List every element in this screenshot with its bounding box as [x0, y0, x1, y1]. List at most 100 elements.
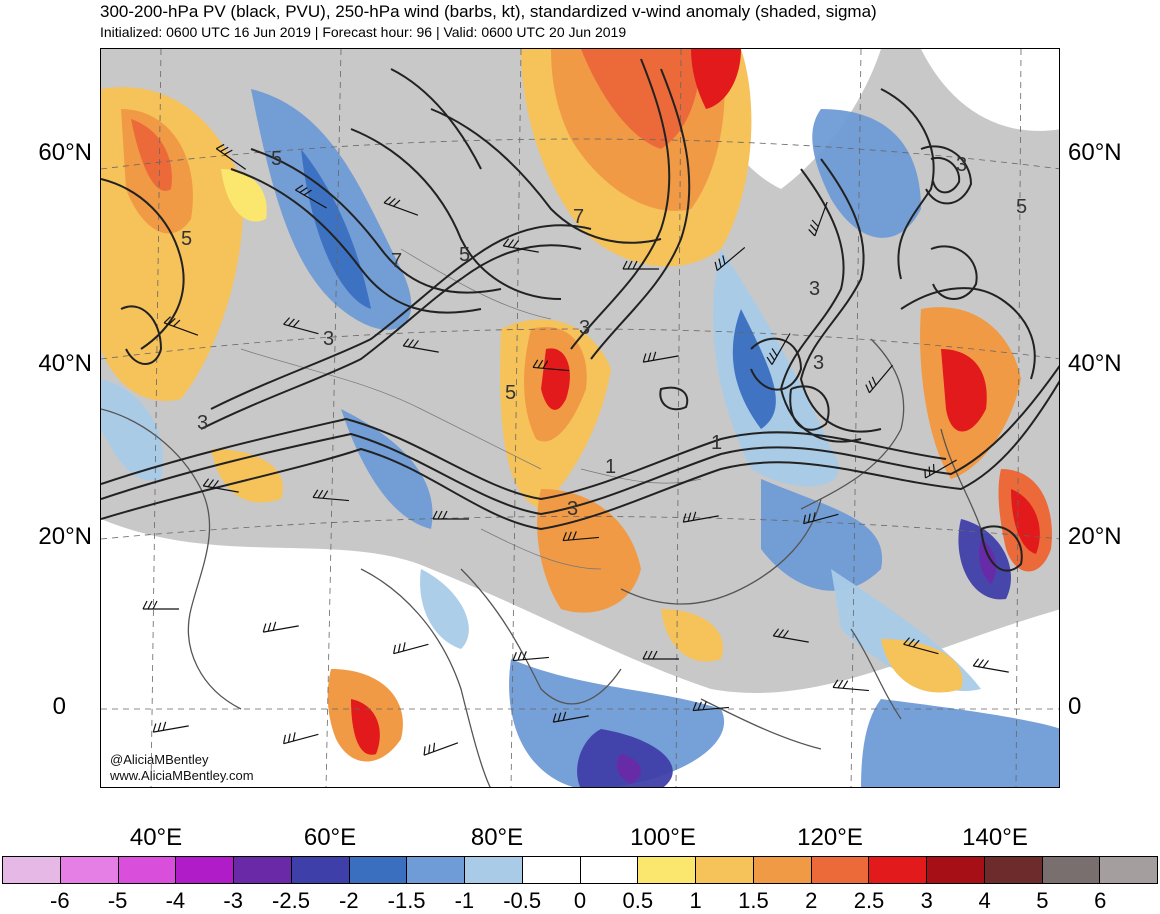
wind-barb	[393, 642, 429, 655]
contour-label: 1	[605, 456, 616, 478]
colorbar-label: 1.5	[738, 888, 769, 913]
credit: @AliciaMBentley www.AliciaMBentley.com	[110, 752, 254, 784]
colorbar-swatch	[291, 857, 350, 883]
wind-barb	[423, 742, 459, 756]
lat-label-right: 60°N	[1068, 139, 1122, 166]
contour-label: 3	[956, 154, 967, 176]
colorbar-swatch	[753, 857, 812, 883]
pv-contours	[101, 58, 1059, 572]
negative-anomaly-shading	[101, 89, 1059, 787]
weather-map: 5 7 5 3 5 7 3 3 3 5 3 3 1 1 3 5	[100, 48, 1060, 788]
lon-label: 60°E	[303, 824, 357, 851]
wind-barb	[642, 650, 679, 660]
wind-barb	[766, 333, 791, 365]
colorbar-swatch	[1100, 857, 1157, 883]
contour-label: 3	[813, 352, 824, 374]
lat-label-right: 40°N	[1068, 350, 1122, 377]
lon-label: 140°E	[962, 824, 1028, 851]
neutral-region	[921, 49, 1059, 131]
wind-barb	[383, 196, 419, 216]
colorbar-swatch	[927, 857, 985, 883]
wind-barb	[865, 364, 894, 394]
colorbar-swatch	[522, 857, 581, 883]
colorbar-label: -6	[50, 888, 70, 913]
contour-label: 3	[197, 412, 208, 434]
colorbar-label: -2	[339, 888, 359, 913]
wind-barb	[552, 711, 589, 723]
coastlines	[101, 338, 982, 787]
colorbar-swatch	[580, 857, 639, 883]
chart-subtitle: Initialized: 0600 UTC 16 Jun 2019 | Fore…	[100, 24, 627, 40]
colorbar-label: -1.5	[387, 888, 426, 913]
wind-barb	[924, 459, 957, 479]
wind-barb	[803, 512, 839, 525]
wind-barb	[903, 637, 939, 655]
wind-barb	[622, 260, 659, 270]
wind-barb	[714, 246, 746, 272]
wind-barb	[283, 317, 319, 335]
colorbar-label: -4	[165, 888, 186, 913]
lat-label-right: 20°N	[1068, 523, 1122, 550]
colorbar-label: 0.5	[622, 888, 654, 913]
colorbar-swatch	[407, 857, 465, 883]
colorbar-label: 1	[689, 888, 702, 913]
colorbar	[2, 856, 1158, 884]
wind-barb	[142, 600, 179, 610]
contour-label: 5	[271, 148, 282, 170]
colorbar-swatch	[638, 857, 696, 883]
wind-barb	[283, 732, 319, 745]
wind-barb	[262, 621, 299, 633]
lat-label-left: 60°N	[38, 139, 92, 166]
wind-barb	[163, 316, 199, 336]
chart-title: 300-200-hPa PV (black, PVU), 250-hPa win…	[100, 2, 877, 21]
lon-label: 80°E	[470, 824, 524, 851]
lat-label-left: 20°N	[38, 523, 92, 550]
contour-label: 7	[573, 206, 584, 228]
colorbar-label: -3	[223, 888, 243, 913]
colorbar-swatch	[118, 857, 177, 883]
contour-label: 5	[459, 244, 470, 266]
colorbar-label: 0	[573, 888, 587, 913]
wind-barb	[215, 143, 247, 170]
wind-barb	[502, 238, 539, 253]
colorbar-swatch	[60, 857, 119, 883]
colorbar-label: 4	[978, 888, 991, 913]
lon-label: 100°E	[630, 824, 696, 851]
colorbar-swatch	[869, 857, 927, 883]
pv-contour-labels: 5 7 5 3 5 7 3 3 3 5 3 3 1 1 3 5	[181, 148, 1027, 520]
colorbar-swatch	[176, 857, 234, 883]
contour-label: 7	[391, 250, 402, 272]
lon-label: 40°E	[129, 824, 183, 851]
wind-barb	[682, 511, 719, 523]
wind-barb	[512, 651, 549, 662]
wind-barb	[312, 489, 349, 502]
lat-label-left: 40°N	[38, 350, 92, 377]
colorbar-label: -0.5	[503, 888, 542, 913]
contour-label: 5	[1016, 196, 1027, 218]
colorbar-swatch	[811, 857, 870, 883]
colorbar-label: 2	[805, 888, 818, 913]
colorbar-label: -2.5	[272, 888, 310, 913]
contour-label: 3	[579, 317, 590, 339]
contour-label: 3	[323, 328, 334, 350]
colorbar-label: 3	[920, 888, 933, 913]
colorbar-swatch	[465, 857, 523, 883]
contour-label: 5	[181, 228, 192, 250]
wind-barb	[642, 351, 679, 363]
wind-barb	[432, 510, 469, 520]
contour-label: 1	[711, 432, 722, 454]
colorbar-label: 5	[1036, 888, 1049, 913]
colorbar-label: -5	[107, 888, 128, 913]
colorbar-swatch	[3, 857, 61, 883]
wind-barb	[202, 478, 239, 493]
wind-barb	[832, 679, 869, 692]
wind-barb	[772, 628, 809, 643]
contour-label: 3	[809, 278, 820, 300]
wind-barb	[562, 531, 599, 542]
colorbar-swatch	[696, 857, 754, 883]
colorbar-label: 6	[1094, 888, 1107, 913]
credit-handle: @AliciaMBentley	[110, 752, 209, 767]
credit-website[interactable]: www.AliciaMBentley.com	[110, 768, 254, 783]
colorbar-swatch	[984, 857, 1043, 883]
contour-label: 3	[567, 498, 578, 520]
